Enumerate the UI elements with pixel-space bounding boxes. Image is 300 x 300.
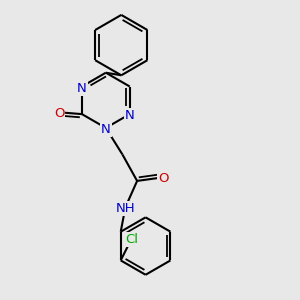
Text: N: N	[125, 109, 135, 122]
Text: NH: NH	[116, 202, 135, 215]
Text: O: O	[158, 172, 169, 185]
Text: O: O	[54, 107, 64, 120]
Text: N: N	[101, 123, 111, 136]
Text: Cl: Cl	[125, 233, 138, 246]
Text: N: N	[77, 82, 87, 94]
